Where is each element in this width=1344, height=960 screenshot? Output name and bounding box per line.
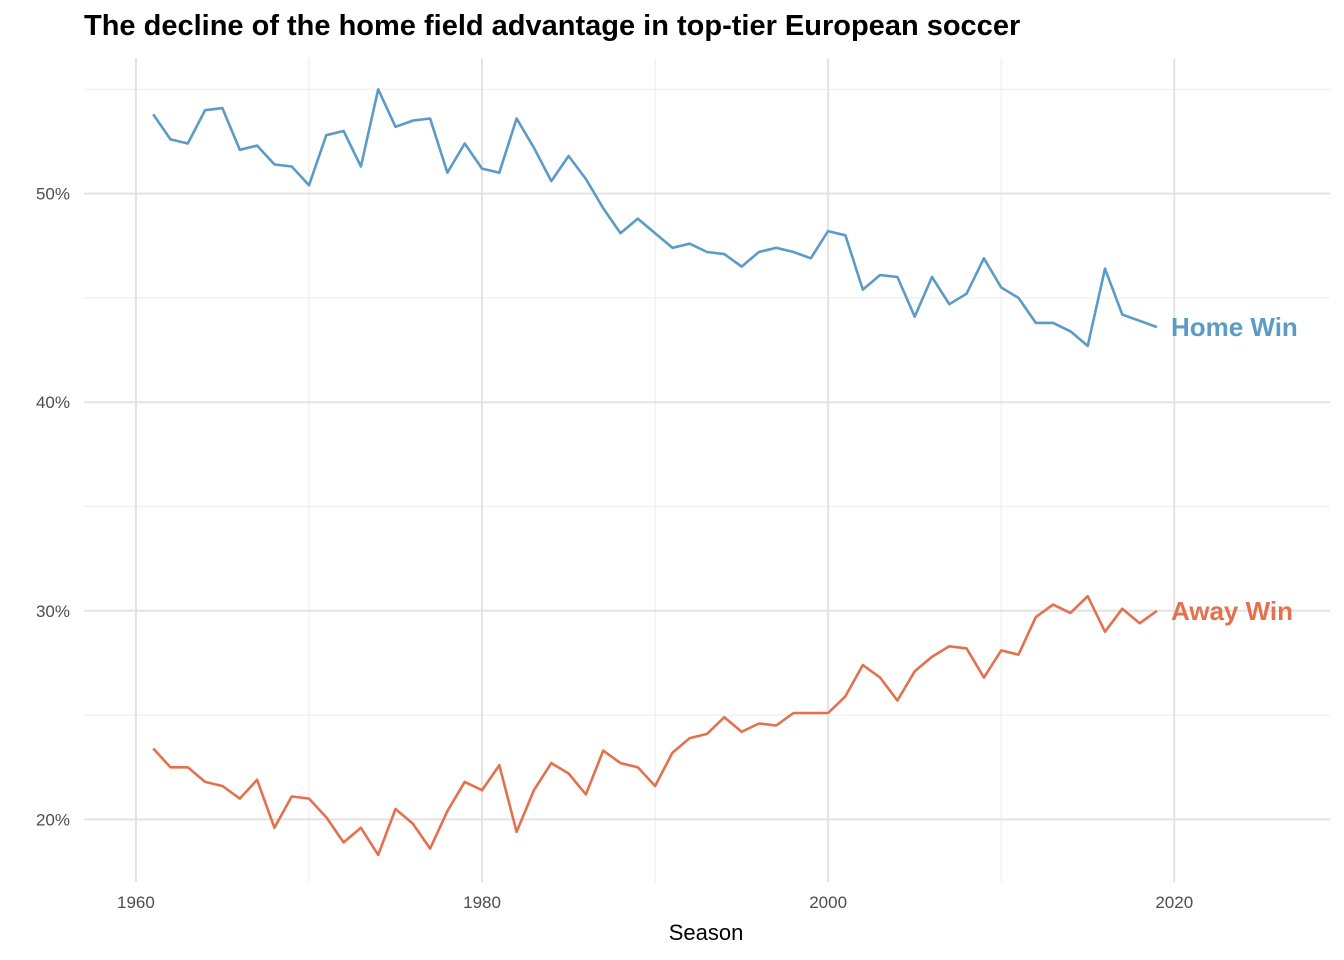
y-tick-label: 50%: [36, 185, 70, 204]
home-win-line: [152, 88, 1158, 348]
y-tick-label: 30%: [36, 602, 70, 621]
y-tick-label: 40%: [36, 393, 70, 412]
grid-lines: [84, 58, 1330, 882]
away-win-line: [152, 594, 1158, 857]
away-win-series-label: Away Win: [1171, 596, 1293, 626]
y-tick-label: 20%: [36, 810, 70, 829]
x-tick-label: 2020: [1155, 893, 1193, 912]
x-axis-title: Season: [669, 920, 744, 945]
chart-title: The decline of the home field advantage …: [84, 10, 1021, 42]
x-tick-label: 2000: [809, 893, 847, 912]
series-lines: [152, 88, 1158, 857]
tick-labels: 1960 1980 2000 2020 20% 30% 40% 50% Home Win Away…: [36, 185, 1298, 912]
home-win-series-label: Home Win: [1171, 312, 1298, 342]
x-tick-label: 1980: [463, 893, 501, 912]
x-tick-label: 1960: [117, 893, 155, 912]
